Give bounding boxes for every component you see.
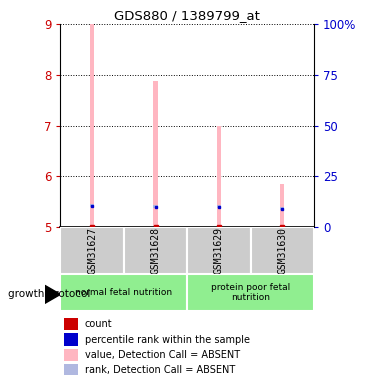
- Bar: [153, 81, 158, 227]
- Bar: [64, 318, 78, 330]
- Bar: [217, 126, 221, 227]
- Bar: [280, 184, 284, 227]
- Text: rank, Detection Call = ABSENT: rank, Detection Call = ABSENT: [85, 365, 235, 375]
- Bar: [153, 205, 158, 208]
- Text: normal fetal nutrition: normal fetal nutrition: [75, 288, 172, 297]
- Bar: [217, 205, 221, 208]
- Title: GDS880 / 1389799_at: GDS880 / 1389799_at: [114, 9, 260, 22]
- Bar: [124, 227, 187, 274]
- Bar: [90, 204, 94, 207]
- Bar: [60, 227, 124, 274]
- Text: GSM31629: GSM31629: [214, 227, 224, 274]
- Text: growth protocol: growth protocol: [8, 290, 90, 299]
- Bar: [60, 274, 187, 311]
- Text: percentile rank within the sample: percentile rank within the sample: [85, 334, 250, 345]
- Bar: [90, 24, 94, 227]
- Text: GSM31630: GSM31630: [277, 227, 287, 274]
- Text: GSM31628: GSM31628: [151, 227, 161, 274]
- Text: GSM31627: GSM31627: [87, 227, 97, 274]
- Bar: [187, 274, 314, 311]
- Polygon shape: [45, 285, 60, 303]
- Bar: [251, 227, 314, 274]
- Bar: [64, 333, 78, 346]
- Bar: [64, 364, 78, 375]
- Text: value, Detection Call = ABSENT: value, Detection Call = ABSENT: [85, 350, 240, 360]
- Bar: [187, 227, 251, 274]
- Text: protein poor fetal
nutrition: protein poor fetal nutrition: [211, 283, 290, 302]
- Bar: [64, 349, 78, 361]
- Bar: [280, 207, 284, 210]
- Text: count: count: [85, 319, 112, 329]
